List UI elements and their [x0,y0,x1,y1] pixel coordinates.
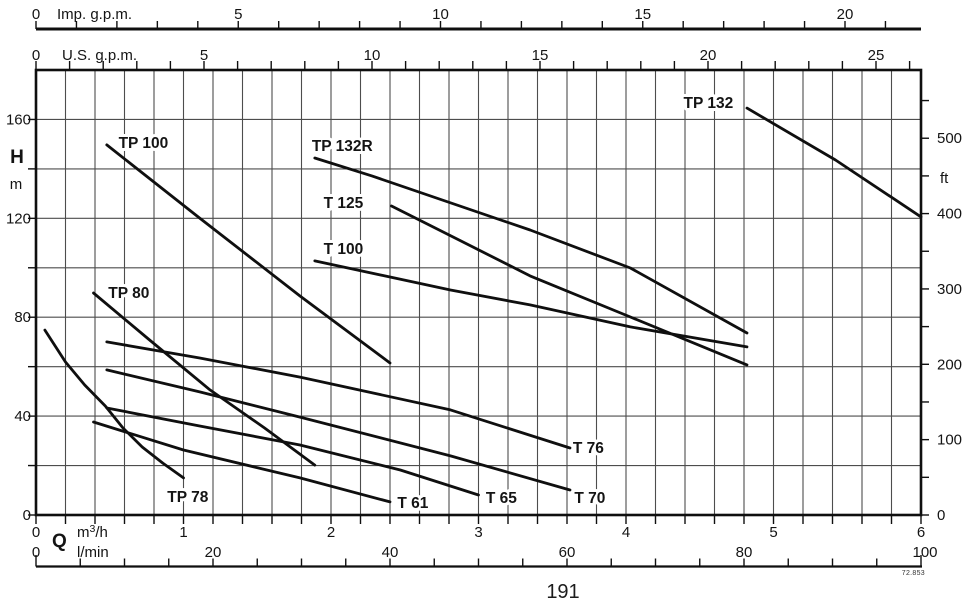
head-ft-tick-label: 200 [937,356,962,373]
curve-label-t-70: T 70 [574,490,605,507]
curve-tp-78 [43,328,185,480]
flow-lmin-tick-label: 20 [205,544,222,561]
flow-axis-symbol: Q [52,531,67,552]
curve-label-tp-78: TP 78 [167,489,208,506]
flow-m3h-tick-label: 1 [179,524,187,541]
flow-lmin-tick-label: 40 [382,544,399,561]
us-gpm-tick-label: 10 [364,47,381,64]
flow-lmin-tick-label: 60 [559,544,576,561]
us-gpm-tick-label: 5 [200,47,208,64]
curve-label-tp-80: TP 80 [108,285,149,302]
curve-label-tp-132r: TP 132R [312,138,373,155]
curve-t-65 [105,406,480,497]
head-m-tick-label: 120 [6,210,31,227]
curve-tp-132r [313,156,749,335]
head-ft-tick-label: 400 [937,206,962,223]
flow-m3h-tick-label: 4 [622,524,630,541]
flow-m3h-tick-label: 3 [474,524,482,541]
head-axis-symbol: H [10,147,24,168]
curve-label-tp-132: TP 132 [684,95,734,112]
imp-gpm-tick-label: 5 [234,6,242,23]
imp-gpm-axis-title: Imp. g.p.m. [57,6,132,23]
head-m-tick-label: 0 [23,507,31,524]
curve-label-t-65: T 65 [486,490,517,507]
head-m-tick-label: 80 [14,309,31,326]
us-gpm-axis-title: U.S. g.p.m. [62,47,137,64]
us-gpm-tick-label: 15 [532,47,549,64]
page-number: 191 [546,581,580,603]
flow-lmin-tick-label: 100 [912,544,937,561]
flow-lmin-axis: 0 20 40 60 80 100 l/min [32,544,938,568]
imp-gpm-axis: 0 5 10 15 20 Imp. g.p.m. [32,6,921,31]
curve-t-100 [313,259,749,349]
head-m-tick-label: 160 [6,111,31,128]
grid [36,70,921,515]
curve-t-125 [390,204,749,367]
imp-gpm-tick-label: 10 [432,6,449,23]
flow-m3h-tick-label: 2 [327,524,335,541]
curve-label-t-76: T 76 [573,440,604,457]
head-m-unit: m [10,176,23,193]
flow-lmin-tick-label: 80 [736,544,753,561]
curve-tp-132 [745,106,923,219]
imp-gpm-tick-label: 20 [837,6,854,23]
head-m-axis: 160 120 80 40 0 Hm [6,111,35,524]
curve-label-tp-100: TP 100 [119,135,169,152]
us-gpm-tick-label: 0 [32,47,40,64]
head-ft-tick-label: 100 [937,432,962,449]
head-ft-tick-label: 500 [937,130,962,147]
head-ft-axis: 500 400 300 200 100 0 ft [922,99,962,524]
curve-t-70 [105,368,572,492]
us-gpm-tick-label: 25 [868,47,885,64]
flow-m3h-tick-label: 0 [32,524,40,541]
flow-m3h-tick-label: 5 [769,524,777,541]
curve-label-t-61: T 61 [397,495,428,512]
flow-m3h-axis: 0 1 2 3 4 5 6 Q m3/h [32,516,925,552]
curve-t-76 [105,340,572,450]
figure-code: 72.853 [901,570,925,577]
curve-t-61 [92,420,392,504]
head-ft-unit: ft [940,170,949,187]
curve-label-t-100: T 100 [324,241,364,258]
us-gpm-tick-label: 20 [700,47,717,64]
pump-curves: TP 132 TP 132R T 125 T 100 TP 100 TP 80 TP 78 T… [43,92,923,515]
head-ft-tick-label: 0 [937,507,945,524]
imp-gpm-tick-label: 0 [32,6,40,23]
curve-tp-100 [105,143,392,365]
curve-label-t-125: T 125 [324,195,364,212]
head-ft-tick-label: 300 [937,281,962,298]
us-gpm-axis: 0 5 10 15 20 25 U.S. g.p.m. [32,47,911,70]
curve-tp-80 [92,291,317,467]
flow-lmin-tick-label: 0 [32,544,40,561]
flow-m3h-tick-label: 6 [917,524,925,541]
head-m-tick-label: 40 [14,408,31,425]
flow-lmin-unit: l/min [77,544,109,561]
plot-border [34,68,923,517]
imp-gpm-tick-label: 15 [634,6,651,23]
flow-m3h-unit: m3/h [77,523,108,541]
